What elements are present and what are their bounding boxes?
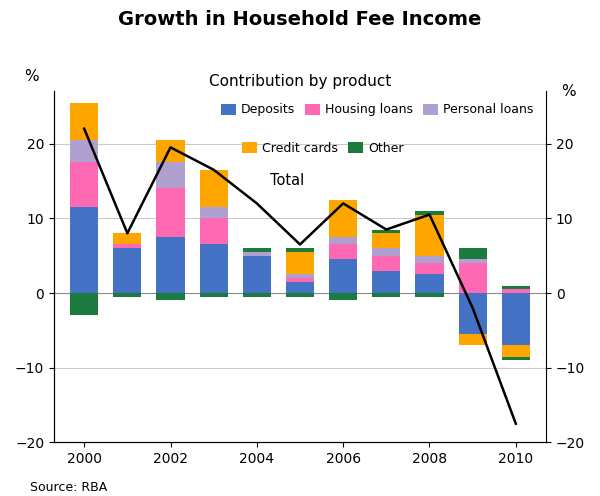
Bar (458, 263, 487, 293)
Bar (157, 188, 185, 237)
Bar (200, 293, 228, 297)
Legend: Credit cards, Other: Credit cards, Other (237, 137, 408, 160)
Bar (200, 207, 228, 218)
Bar (70, 140, 98, 162)
Bar (157, 140, 185, 162)
Bar (243, 293, 271, 297)
Bar (70, 207, 98, 293)
Bar (329, 200, 357, 237)
Bar (502, 286, 530, 289)
Bar (458, 334, 487, 345)
Bar (243, 248, 271, 252)
Bar (286, 252, 314, 274)
Bar (372, 248, 400, 255)
Bar (502, 293, 530, 345)
Bar (458, 293, 487, 334)
Bar (286, 278, 314, 282)
Bar (329, 259, 357, 293)
Bar (113, 293, 142, 297)
Bar (415, 274, 443, 293)
Bar (502, 345, 530, 357)
Bar (113, 245, 142, 248)
Bar (329, 245, 357, 259)
Text: Total: Total (270, 173, 304, 187)
Bar (286, 248, 314, 252)
Bar (372, 293, 400, 297)
Bar (113, 248, 142, 293)
Bar (200, 170, 228, 207)
Y-axis label: %: % (561, 84, 575, 99)
Bar (458, 248, 487, 259)
Bar (329, 293, 357, 301)
Title: Contribution by product: Contribution by product (209, 74, 391, 89)
Bar (243, 255, 271, 293)
Bar (372, 230, 400, 233)
Bar (70, 293, 98, 315)
Bar (70, 162, 98, 207)
Bar (502, 357, 530, 360)
Bar (415, 211, 443, 215)
Bar (113, 233, 142, 245)
Bar (415, 255, 443, 263)
Bar (286, 274, 314, 278)
Bar (200, 245, 228, 293)
Bar (372, 233, 400, 248)
Bar (329, 237, 357, 245)
Bar (458, 259, 487, 263)
Bar (243, 252, 271, 255)
Bar (157, 237, 185, 293)
Bar (157, 293, 185, 301)
Bar (415, 293, 443, 297)
Bar (502, 289, 530, 293)
Text: Source: RBA: Source: RBA (30, 481, 107, 494)
Bar (415, 263, 443, 274)
Text: Growth in Household Fee Income: Growth in Household Fee Income (118, 10, 482, 29)
Bar (415, 215, 443, 255)
Bar (157, 162, 185, 188)
Bar (372, 255, 400, 271)
Bar (286, 293, 314, 297)
Bar (200, 218, 228, 245)
Bar (372, 271, 400, 293)
Bar (286, 282, 314, 293)
Y-axis label: %: % (25, 69, 39, 84)
Bar (70, 103, 98, 140)
